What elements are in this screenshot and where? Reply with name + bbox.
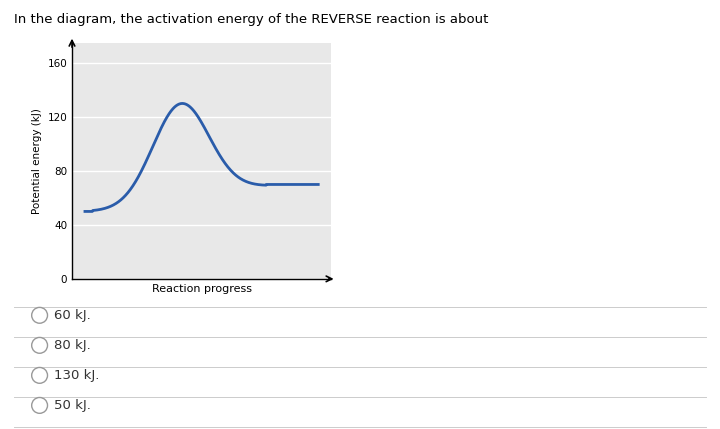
Text: 130 kJ.: 130 kJ. [54, 369, 99, 382]
Text: 80 kJ.: 80 kJ. [54, 339, 91, 352]
Text: In the diagram, the activation energy of the REVERSE reaction is about: In the diagram, the activation energy of… [14, 13, 489, 26]
Y-axis label: Potential energy (kJ): Potential energy (kJ) [32, 108, 42, 214]
Text: 50 kJ.: 50 kJ. [54, 399, 91, 412]
X-axis label: Reaction progress: Reaction progress [152, 284, 251, 294]
Text: 60 kJ.: 60 kJ. [54, 309, 91, 322]
